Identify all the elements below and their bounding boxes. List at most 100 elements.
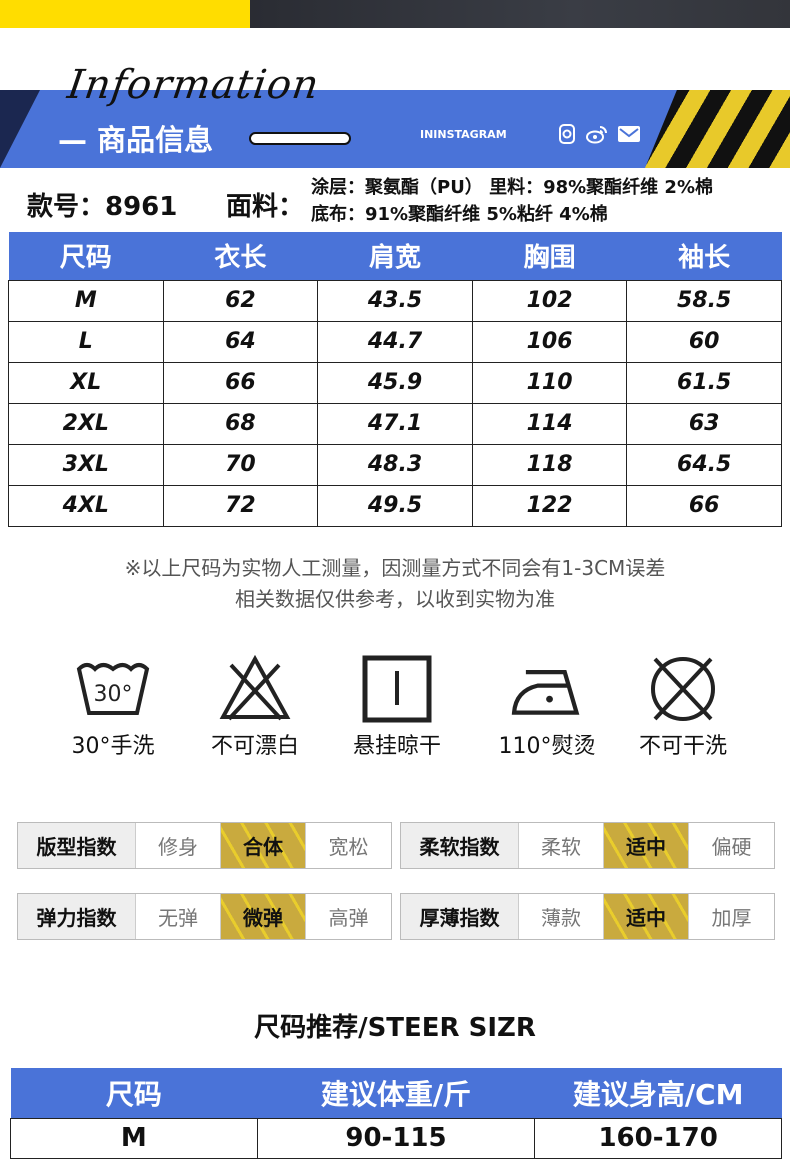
table-cell: 44.7 xyxy=(317,320,473,363)
fabric-line: 底布：91%聚酯纤维 5%粘纤 4%棉 xyxy=(311,204,608,225)
table-row: XL 66 45.9 110 61.5 xyxy=(8,361,782,404)
care-hang-dry: 悬挂晾干 xyxy=(332,655,462,760)
table-cell: 63 xyxy=(626,402,782,445)
table-cell: 64 xyxy=(162,320,319,363)
banner-title: — 商品信息 xyxy=(58,123,214,157)
table-cell: 47.1 xyxy=(317,402,473,445)
recommend-table: 尺码 建议体重/斤 建议身高/CM M 90-115 160-170 xyxy=(10,1068,782,1159)
size-table: 尺码 衣长 肩宽 胸围 袖长 M 62 43.5 102 58.5 L 64 44.7 106 60 XL 6… xyxy=(8,232,782,527)
instagram-icon xyxy=(556,124,578,144)
table-cell: M xyxy=(10,1117,258,1159)
index-scale: 厚薄指数 薄款 适中 加厚 xyxy=(400,893,775,940)
table-cell: 110 xyxy=(471,361,628,404)
measurement-note: ※以上尺码为实物人工测量，因测量方式不同会有1-3CM误差 相关数据仅供参考，以… xyxy=(0,553,790,615)
index-scale: 弹力指数 无弹 微弹 高弹 xyxy=(17,893,392,940)
product-photo-strip xyxy=(250,0,790,28)
care-wash: 30° 30°手洗 xyxy=(48,655,178,760)
banner-triangle xyxy=(0,90,40,168)
table-header: 尺码 建议体重/斤 建议身高/CM xyxy=(10,1068,782,1118)
table-row: 4XL 72 49.5 122 66 xyxy=(8,484,782,527)
table-cell: 48.3 xyxy=(317,443,473,486)
care-label: 30°手洗 xyxy=(71,734,155,759)
no-bleach-icon xyxy=(219,655,291,721)
fabric-details: 涂层：聚氨酯（PU） 里料：98%聚酯纤维 2%棉 底布：91%聚酯纤维 5%粘… xyxy=(311,174,713,228)
column-header: 胸围 xyxy=(472,232,627,280)
table-row: 3XL 70 48.3 118 64.5 xyxy=(8,443,782,486)
care-iron: 110°熨烫 xyxy=(482,655,612,760)
table-cell: 66 xyxy=(162,361,319,404)
table-cell: 68 xyxy=(162,402,319,445)
table-cell: 102 xyxy=(471,279,628,322)
iron-icon xyxy=(511,670,580,715)
hang-dry-icon xyxy=(362,655,432,723)
table-row: 2XL 68 47.1 114 63 xyxy=(8,402,782,445)
table-cell: 114 xyxy=(471,402,628,445)
column-header: 尺码 xyxy=(10,1068,258,1118)
table-cell: XL xyxy=(8,361,164,404)
table-cell: 60 xyxy=(626,320,782,363)
table-header: 尺码 衣长 肩宽 胸围 袖长 xyxy=(8,232,782,280)
top-yellow-block xyxy=(0,0,250,28)
mail-icon xyxy=(617,124,640,144)
wash-30-icon: 30° xyxy=(76,663,150,715)
index-label: 版型指数 xyxy=(18,823,136,868)
banner-stripes xyxy=(645,90,790,168)
column-header: 衣长 xyxy=(163,232,318,280)
table-cell: 45.9 xyxy=(317,361,473,404)
table-row: M 90-115 160-170 xyxy=(10,1117,782,1159)
no-dry-clean-icon xyxy=(651,657,715,721)
style-number: 款号：8961 xyxy=(27,192,178,222)
pill-decoration xyxy=(249,132,351,145)
table-cell: 72 xyxy=(162,484,319,527)
table-cell: 58.5 xyxy=(626,279,782,322)
table-cell: M xyxy=(8,279,164,322)
index-option: 微弹 xyxy=(221,894,306,939)
column-header: 建议身高/CM xyxy=(534,1068,782,1118)
fabric-line: 涂层：聚氨酯（PU） 里料：98%聚酯纤维 2%棉 xyxy=(311,177,713,198)
care-no-bleach: 不可漂白 xyxy=(190,655,320,760)
care-label: 悬挂晾干 xyxy=(352,734,441,759)
index-option: 适中 xyxy=(604,894,689,939)
index-label: 柔软指数 xyxy=(401,823,519,868)
table-cell: L xyxy=(8,320,164,363)
care-label: 110°熨烫 xyxy=(498,734,596,759)
index-option: 柔软 xyxy=(519,823,604,868)
recommend-title: 尺码推荐/STEER SIZR xyxy=(254,1013,536,1043)
table-cell: 64.5 xyxy=(626,443,782,486)
table-cell: 2XL xyxy=(8,402,164,445)
index-option: 修身 xyxy=(136,823,221,868)
table-cell: 3XL xyxy=(8,443,164,486)
care-label: 不可漂白 xyxy=(210,734,299,759)
info-banner xyxy=(0,90,790,168)
note-line: 相关数据仅供参考，以收到实物为准 xyxy=(235,587,555,611)
table-cell: 118 xyxy=(471,443,628,486)
index-option: 薄款 xyxy=(519,894,604,939)
index-option: 高弹 xyxy=(328,906,369,930)
index-option: 适中 xyxy=(604,823,689,868)
table-cell: 70 xyxy=(162,443,319,486)
index-scale: 柔软指数 柔软 适中 偏硬 xyxy=(400,822,775,869)
fabric-label: 面料： xyxy=(226,192,305,222)
table-cell: 4XL xyxy=(8,484,164,527)
table-cell: 49.5 xyxy=(317,484,473,527)
table-cell: 106 xyxy=(471,320,628,363)
table-cell: 43.5 xyxy=(317,279,473,322)
instagram-label: ININSTAGRAM xyxy=(420,128,507,141)
index-option: 合体 xyxy=(221,823,306,868)
column-header: 尺码 xyxy=(8,232,164,280)
index-label: 厚薄指数 xyxy=(401,894,519,939)
index-option: 无弹 xyxy=(136,894,221,939)
table-cell: 122 xyxy=(471,484,628,527)
index-option: 宽松 xyxy=(328,835,369,859)
column-header: 建议体重/斤 xyxy=(257,1068,535,1118)
column-header: 肩宽 xyxy=(317,232,473,280)
table-row: M 62 43.5 102 58.5 xyxy=(8,279,782,322)
column-header: 袖长 xyxy=(626,232,782,280)
table-row: L 64 44.7 106 60 xyxy=(8,320,782,363)
table-cell: 90-115 xyxy=(256,1117,536,1159)
table-cell: 66 xyxy=(626,484,782,527)
care-label: 不可干洗 xyxy=(638,734,727,759)
note-line: ※以上尺码为实物人工测量，因测量方式不同会有1-3CM误差 xyxy=(124,556,666,580)
table-cell: 62 xyxy=(162,279,319,322)
table-cell: 61.5 xyxy=(626,361,782,404)
